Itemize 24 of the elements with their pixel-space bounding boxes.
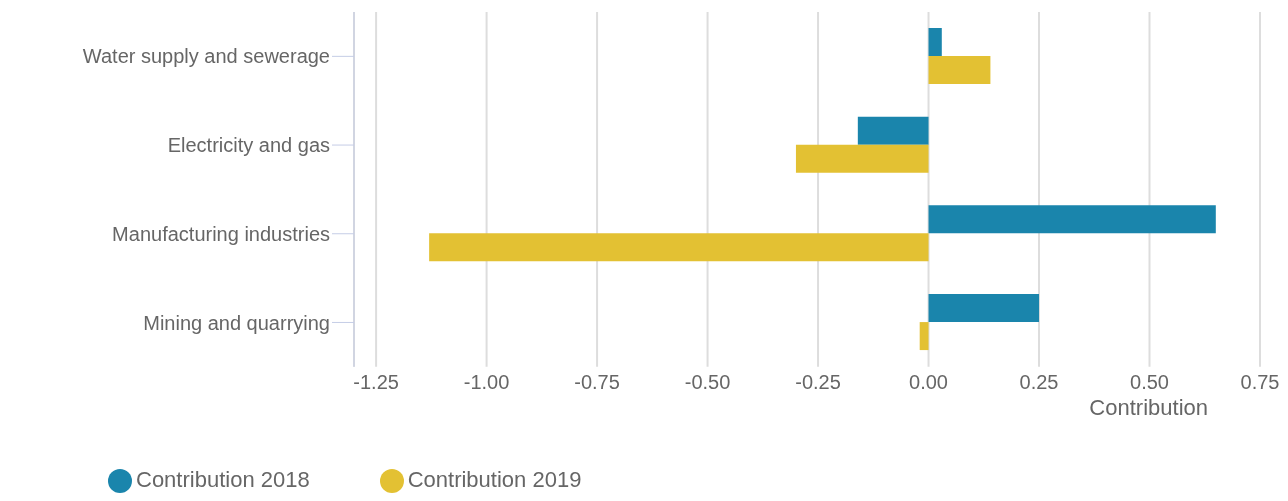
x-tick-label: 0.00 (909, 371, 949, 394)
x-tick-label: -1.25 (353, 371, 399, 394)
legend-label: Contribution 2018 (136, 466, 310, 492)
x-tick-label: -0.75 (574, 371, 620, 394)
bar (928, 55, 991, 84)
x-tick-label: -0.25 (795, 371, 841, 394)
bar (928, 294, 1040, 323)
x-axis-title: Contribution (1089, 394, 1208, 420)
bar (795, 144, 929, 173)
y-tick-label: Electricity and gas (167, 134, 330, 157)
y-tick-label: Manufacturing industries (112, 222, 330, 245)
x-tick-label: 0.25 (1019, 371, 1059, 394)
bar (429, 233, 929, 262)
bar (928, 205, 1216, 234)
x-tick-label: 0.50 (1130, 371, 1169, 394)
y-tick-label: Water supply and sewerage (82, 45, 330, 68)
bar (857, 116, 929, 145)
legend-label: Contribution 2019 (407, 466, 582, 492)
bar (919, 322, 929, 351)
x-tick-label: 0.75 (1240, 371, 1280, 394)
y-tick-label: Mining and quarrying (143, 311, 330, 334)
bar (928, 27, 942, 56)
x-tick-label: -0.50 (684, 371, 731, 394)
x-tick-label: -1.00 (463, 371, 510, 394)
